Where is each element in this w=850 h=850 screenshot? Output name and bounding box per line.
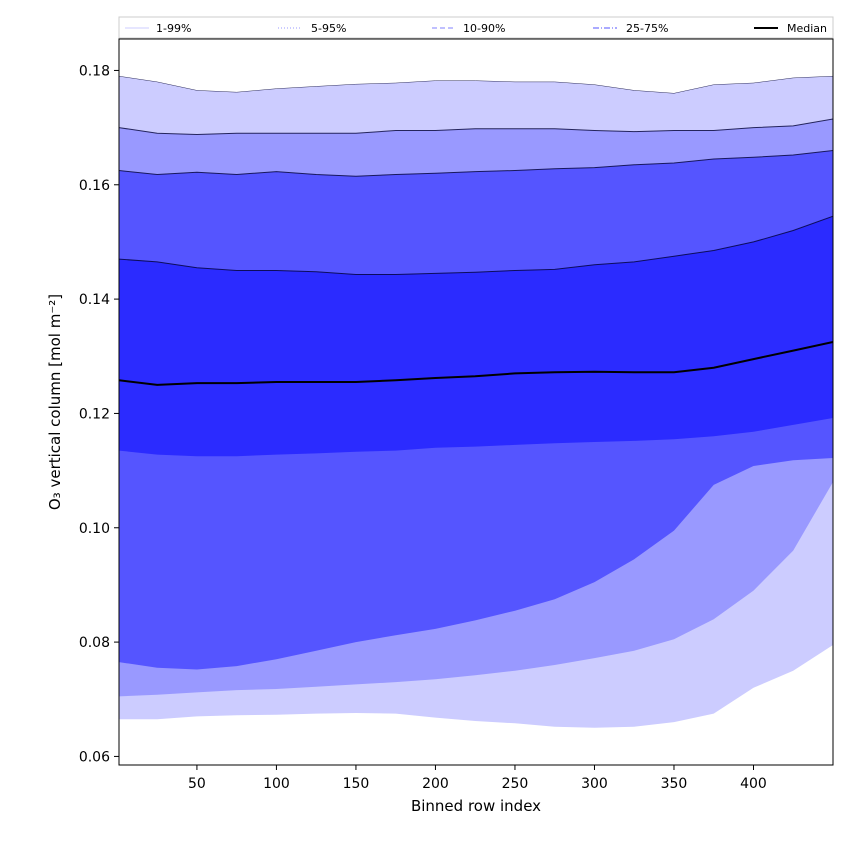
- legend-label: 5-95%: [311, 22, 346, 35]
- x-tick-label: 200: [422, 776, 449, 792]
- y-tick-label: 0.06: [79, 749, 110, 765]
- legend-label: 25-75%: [626, 22, 668, 35]
- y-tick-label: 0.08: [79, 635, 110, 651]
- y-tick-label: 0.18: [79, 63, 110, 79]
- legend-box: [118, 16, 834, 39]
- x-axis: 50 100 150 200 250 300 350 400: [188, 765, 767, 792]
- band-4: [119, 216, 833, 457]
- y-tick-label: 0.10: [79, 521, 110, 537]
- band-upper-edge-3: [119, 150, 833, 177]
- plot-frame: [118, 38, 834, 766]
- x-tick-label: 400: [740, 776, 767, 792]
- band-upper-edge-1: [119, 75, 833, 94]
- y-tick-label: 0.16: [79, 178, 110, 194]
- band-upper-edge-4: [119, 215, 833, 275]
- x-tick-label: 50: [188, 776, 206, 792]
- x-tick-label: 150: [343, 776, 370, 792]
- legend: 1-99% 5-95% 10-90% 25-75% Median: [118, 16, 834, 39]
- x-tick-label: 250: [502, 776, 529, 792]
- plot-area: [119, 75, 833, 728]
- legend-label: 10-90%: [463, 22, 505, 35]
- median-line: [119, 341, 833, 386]
- y-axis: 0.06 0.08 0.10 0.12 0.14 0.16 0.18: [79, 63, 119, 765]
- legend-label: Median: [787, 22, 827, 35]
- y-tick-label: 0.12: [79, 406, 110, 422]
- x-tick-label: 350: [661, 776, 688, 792]
- y-tick-label: 0.14: [79, 292, 110, 308]
- x-tick-label: 100: [263, 776, 290, 792]
- plot-layer: [119, 75, 833, 728]
- legend-label: 1-99%: [156, 22, 191, 35]
- x-axis-label: Binned row index: [411, 797, 541, 815]
- band-upper-edge-2: [119, 118, 833, 136]
- x-tick-label: 300: [581, 776, 608, 792]
- y-axis-label: O₃ vertical column [mol m⁻²]: [46, 294, 64, 510]
